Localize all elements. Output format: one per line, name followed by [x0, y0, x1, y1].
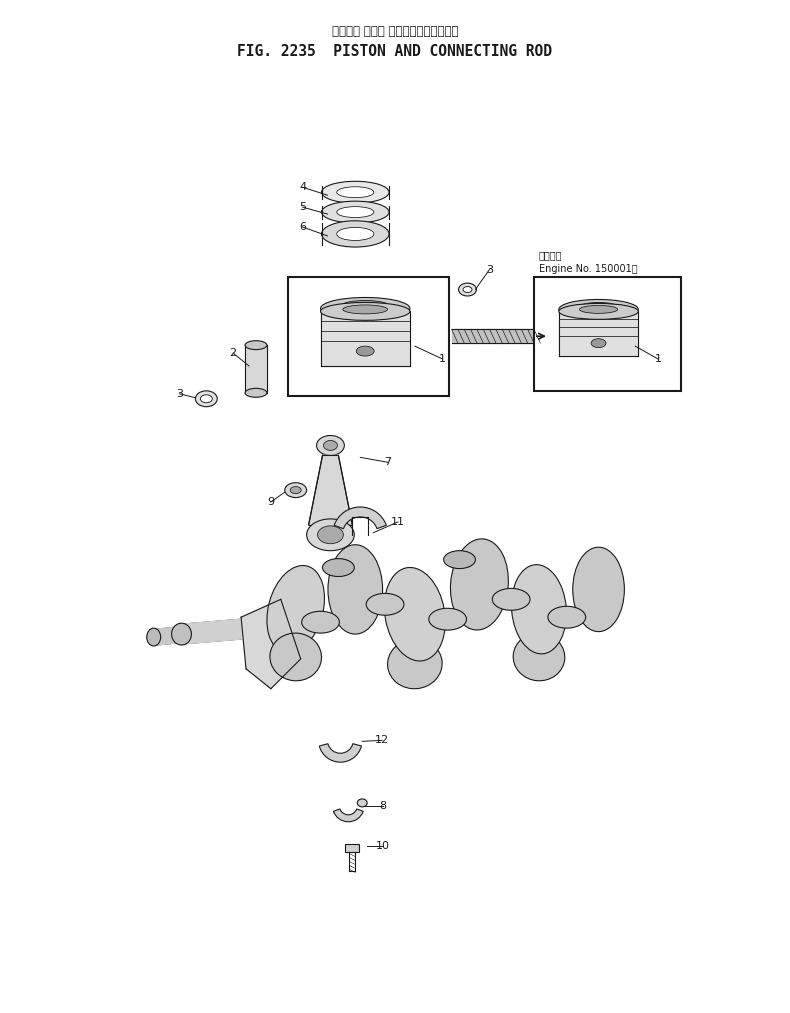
Ellipse shape	[450, 539, 508, 630]
Ellipse shape	[318, 526, 344, 544]
Polygon shape	[525, 329, 529, 343]
Text: Engine No. 150001～: Engine No. 150001～	[539, 263, 638, 274]
Ellipse shape	[147, 628, 160, 646]
Ellipse shape	[548, 607, 585, 628]
Polygon shape	[182, 619, 241, 644]
Ellipse shape	[322, 558, 354, 576]
Wedge shape	[319, 744, 362, 762]
Text: 6: 6	[299, 222, 307, 232]
Polygon shape	[461, 329, 466, 343]
Ellipse shape	[385, 567, 446, 660]
Polygon shape	[495, 329, 500, 343]
Ellipse shape	[270, 633, 322, 681]
Ellipse shape	[302, 611, 340, 633]
Polygon shape	[514, 329, 520, 343]
Text: 3: 3	[486, 264, 493, 275]
Text: 8: 8	[379, 801, 386, 810]
Ellipse shape	[195, 391, 217, 406]
Ellipse shape	[337, 227, 374, 240]
Ellipse shape	[245, 388, 267, 397]
Ellipse shape	[343, 305, 388, 314]
Polygon shape	[491, 329, 495, 343]
Text: 5: 5	[299, 203, 307, 212]
Ellipse shape	[317, 436, 344, 456]
Polygon shape	[505, 329, 510, 343]
Ellipse shape	[322, 181, 389, 204]
Polygon shape	[486, 329, 491, 343]
Bar	[288, 277, 449, 396]
Ellipse shape	[367, 594, 404, 615]
Ellipse shape	[321, 303, 410, 320]
Ellipse shape	[356, 346, 374, 356]
Wedge shape	[333, 809, 363, 822]
Ellipse shape	[591, 338, 606, 347]
Text: 3: 3	[176, 389, 183, 399]
Polygon shape	[520, 329, 525, 343]
Text: 11: 11	[391, 517, 405, 527]
Text: 9: 9	[267, 497, 274, 508]
Polygon shape	[457, 329, 461, 343]
Text: 7: 7	[385, 457, 392, 467]
Ellipse shape	[307, 519, 354, 551]
Polygon shape	[559, 311, 638, 356]
Ellipse shape	[429, 608, 466, 630]
Polygon shape	[529, 329, 534, 343]
Ellipse shape	[337, 207, 374, 218]
Polygon shape	[510, 329, 514, 343]
Ellipse shape	[357, 799, 367, 807]
Ellipse shape	[322, 202, 389, 223]
Ellipse shape	[559, 300, 638, 319]
Text: 12: 12	[375, 735, 389, 746]
Ellipse shape	[511, 564, 566, 653]
Ellipse shape	[463, 287, 472, 293]
Ellipse shape	[267, 565, 325, 653]
Text: 4: 4	[299, 182, 307, 192]
Polygon shape	[452, 329, 457, 343]
Ellipse shape	[514, 633, 565, 681]
Ellipse shape	[328, 545, 382, 634]
Ellipse shape	[322, 221, 389, 247]
Ellipse shape	[324, 441, 337, 451]
Ellipse shape	[340, 301, 389, 312]
Ellipse shape	[573, 547, 624, 632]
Ellipse shape	[337, 186, 374, 198]
Text: 1: 1	[655, 355, 662, 364]
Text: 2: 2	[230, 348, 237, 358]
Text: 10: 10	[376, 841, 390, 851]
Polygon shape	[156, 626, 186, 645]
Text: 適用号値: 適用号値	[539, 250, 562, 259]
Polygon shape	[245, 345, 267, 393]
Text: 1: 1	[439, 355, 446, 364]
Polygon shape	[309, 456, 352, 525]
Ellipse shape	[579, 303, 619, 312]
Ellipse shape	[559, 304, 638, 319]
Bar	[321, 311, 410, 366]
Bar	[345, 844, 359, 852]
Ellipse shape	[458, 283, 476, 296]
Polygon shape	[321, 311, 410, 366]
Polygon shape	[241, 600, 301, 689]
Wedge shape	[334, 506, 386, 529]
Polygon shape	[471, 329, 476, 343]
Ellipse shape	[284, 482, 307, 497]
Ellipse shape	[290, 486, 301, 493]
Ellipse shape	[321, 298, 410, 319]
Polygon shape	[480, 329, 486, 343]
Ellipse shape	[444, 551, 476, 568]
Bar	[534, 277, 681, 391]
Polygon shape	[476, 329, 480, 343]
Ellipse shape	[201, 395, 213, 403]
Ellipse shape	[388, 639, 442, 689]
Ellipse shape	[171, 623, 191, 645]
Ellipse shape	[492, 589, 530, 610]
Ellipse shape	[245, 340, 267, 349]
Polygon shape	[466, 329, 471, 343]
Ellipse shape	[580, 306, 618, 313]
Text: ピストン および コネクティングロッド: ピストン および コネクティングロッド	[332, 25, 458, 37]
Polygon shape	[500, 329, 505, 343]
Text: FIG. 2235  PISTON AND CONNECTING ROD: FIG. 2235 PISTON AND CONNECTING ROD	[238, 44, 552, 59]
